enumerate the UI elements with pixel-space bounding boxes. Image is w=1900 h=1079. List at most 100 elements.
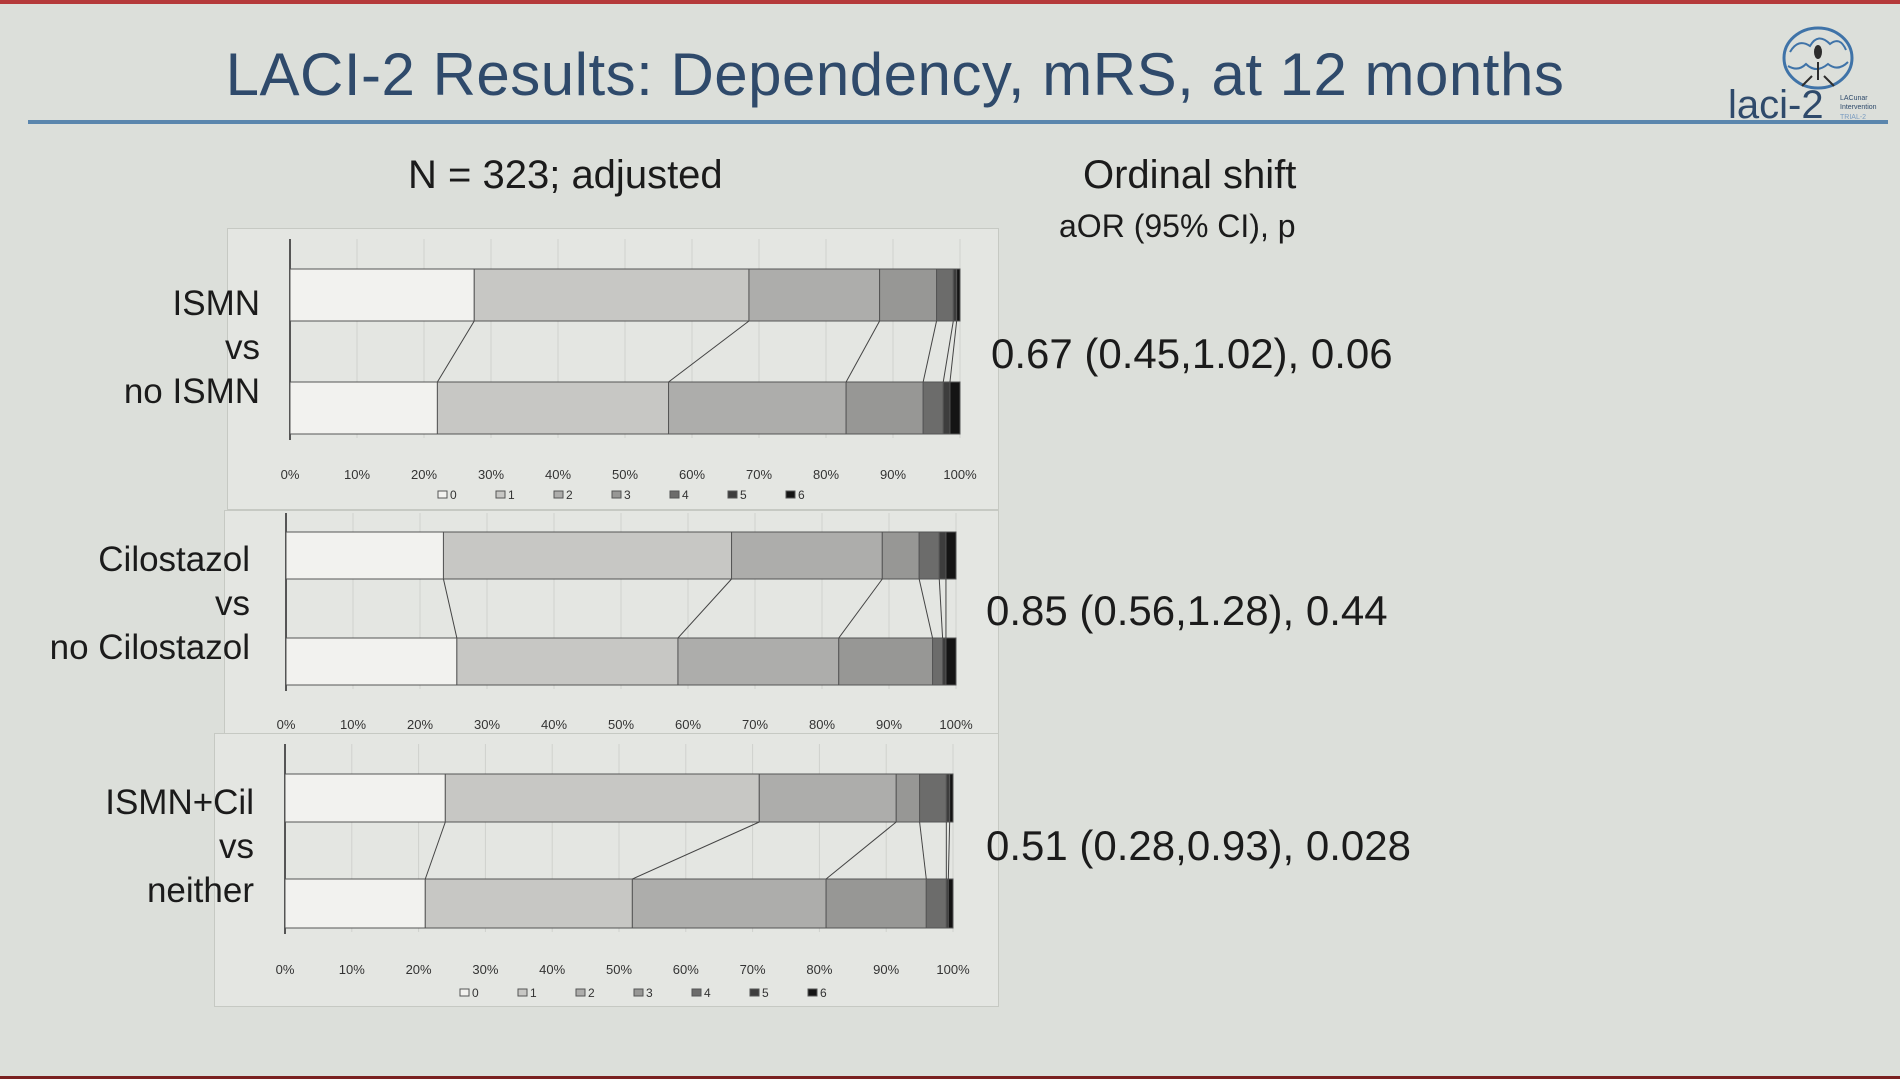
ordinal-shift-stat-1: 0.67 (0.45,1.02), 0.06	[991, 330, 1393, 377]
bar-segment-ismn-cil-mrs-5	[945, 773, 951, 823]
connector-line	[919, 821, 927, 880]
x-tick-label: 0%	[276, 962, 295, 977]
right-subheading: aOR (95% CI), p	[1059, 208, 1296, 244]
bar-segment-cilostazol-mrs-1	[442, 531, 733, 580]
bar-segment-no-ismn-mrs-5	[942, 381, 951, 435]
group-a-label: ISMN	[172, 284, 261, 323]
bar-segment-ismn-cil-mrs-6	[949, 773, 954, 823]
bar-segment-neither-mrs-2	[631, 878, 827, 929]
x-tick-label: 100%	[936, 962, 970, 977]
legend-label: 5	[762, 986, 769, 1000]
bar-segment-ismn-cil-mrs-3	[895, 773, 921, 823]
legend-label: 2	[588, 986, 595, 1000]
bottom-accent-bar	[0, 1076, 1900, 1079]
group-b-label: no Cilostazol	[49, 628, 250, 667]
bar-segment-neither-mrs-0	[284, 878, 426, 929]
bar-segment-no-cilostazol-mrs-0	[285, 637, 458, 686]
bar-segment-cilostazol-mrs-0	[285, 531, 444, 580]
bar-segment-cilostazol-mrs-3	[881, 531, 920, 580]
x-tick-label: 60%	[673, 962, 699, 977]
bar-segment-no-cilostazol-mrs-1	[456, 637, 679, 686]
slide-title: LACI-2 Results: Dependency, mRS, at 12 m…	[225, 41, 1565, 108]
legend-swatch	[669, 490, 680, 499]
connector-line	[922, 320, 938, 383]
stacked-bar-chart-cilostazol: 0% 10% 20% 30% 40% 50% 60% 70% 80% 90% 100%	[277, 513, 973, 732]
logo-wordmark: laci-2	[1728, 83, 1824, 127]
bar-segment-ismn-cil-mrs-4	[919, 773, 947, 823]
legend-label: 6	[820, 986, 827, 1000]
comparison-label-2: Cilostazol vs no Cilostazol	[10, 538, 250, 670]
bar-segment-ismn-mrs-6	[956, 268, 961, 322]
bar-segment-no-ismn-mrs-4	[922, 381, 944, 435]
legend-label: 5	[740, 488, 747, 502]
connector-line	[845, 320, 881, 383]
logo-small-line-3: TRIAL-2	[1840, 114, 1866, 121]
bar-segment-ismn-cil-mrs-0	[284, 773, 446, 823]
bar-segment-no-cilostazol-mrs-6	[945, 637, 957, 686]
x-tick-label: 50%	[606, 962, 632, 977]
vs-label: vs	[225, 328, 260, 367]
connector-line	[632, 821, 760, 880]
bar-segment-no-cilostazol-mrs-5	[942, 637, 947, 686]
legend-label: 4	[704, 986, 711, 1000]
bar-segment-ismn-mrs-2	[748, 268, 881, 322]
x-tick-label: 10%	[340, 717, 366, 732]
bar-segment-no-cilostazol-mrs-3	[838, 637, 934, 686]
x-tick-label: 30%	[474, 717, 500, 732]
legend-label: 1	[530, 986, 537, 1000]
legend-swatch	[553, 490, 564, 499]
x-tick-label: 90%	[873, 962, 899, 977]
legend-swatch	[611, 490, 622, 499]
legend-swatch	[807, 988, 818, 997]
ordinal-shift-stat-3: 0.51 (0.28,0.93), 0.028	[986, 822, 1411, 869]
legend-label: 0	[450, 488, 457, 502]
bar-segment-neither-mrs-4	[925, 878, 947, 929]
bar-segment-ismn-mrs-5	[952, 268, 958, 322]
legend-swatch	[437, 490, 448, 499]
bar-segment-no-ismn-mrs-3	[845, 381, 924, 435]
comparison-label-3: ISMN+Cil vs neither	[14, 781, 254, 913]
legend-label: 3	[624, 488, 631, 502]
top-accent-bar	[0, 0, 1900, 4]
bar-segment-cilostazol-mrs-4	[918, 531, 940, 580]
legend-label: 0	[472, 986, 479, 1000]
legend-label: 2	[566, 488, 573, 502]
stacked-bar-chart-ismn: 0% 10% 20% 30% 40% 50% 60% 70% 80% 90% 100% 0 1 2 3 4 5 6	[281, 239, 977, 502]
legend-swatch	[575, 988, 586, 997]
chart-panel-2: 0% 10% 20% 30% 40% 50% 60% 70% 80% 90% 100%	[224, 510, 999, 734]
title-rule	[28, 120, 1888, 124]
legend-swatch	[727, 490, 738, 499]
connector-line	[838, 578, 883, 639]
bar-segment-no-ismn-mrs-0	[289, 381, 438, 435]
legend-swatch	[691, 988, 702, 997]
bar-segment-no-ismn-mrs-2	[668, 381, 847, 435]
x-tick-label: 30%	[472, 962, 498, 977]
x-tick-label: 60%	[675, 717, 701, 732]
bar-segment-neither-mrs-3	[825, 878, 927, 929]
group-a-label: Cilostazol	[98, 540, 250, 579]
legend-label: 1	[508, 488, 515, 502]
group-a-label: ISMN+Cil	[105, 783, 254, 822]
stacked-bar-chart-combination: 0% 10% 20% 30% 40% 50% 60% 70% 80% 90% 100% 0 1 2 3 4 5 6	[276, 744, 970, 1000]
x-tick-label: 20%	[406, 962, 432, 977]
bar-segment-cilostazol-mrs-5	[938, 531, 947, 580]
bar-segment-ismn-mrs-0	[289, 268, 475, 322]
x-tick-label: 10%	[339, 962, 365, 977]
x-tick-label: 0%	[281, 467, 300, 482]
chart-panel-3: 0% 10% 20% 30% 40% 50% 60% 70% 80% 90% 100% 0 1 2 3 4 5 6	[214, 733, 999, 1007]
vs-label: vs	[219, 827, 254, 866]
x-tick-label: 0%	[277, 717, 296, 732]
bar-segment-ismn-cil-mrs-2	[758, 773, 897, 823]
x-tick-label: 40%	[539, 962, 565, 977]
connector-line	[424, 821, 446, 880]
chart-panel-1: 0% 10% 20% 30% 40% 50% 60% 70% 80% 90% 100% 0 1 2 3 4 5 6	[227, 228, 999, 510]
bar-segment-no-ismn-mrs-1	[436, 381, 670, 435]
x-tick-label: 20%	[407, 717, 433, 732]
bar-segment-no-cilostazol-mrs-4	[932, 637, 944, 686]
ordinal-shift-stat-2: 0.85 (0.56,1.28), 0.44	[986, 587, 1388, 634]
x-tick-label: 70%	[740, 962, 766, 977]
right-heading: Ordinal shift	[1083, 153, 1297, 197]
left-heading: N = 323; adjusted	[408, 153, 723, 197]
connector-line	[918, 578, 934, 639]
